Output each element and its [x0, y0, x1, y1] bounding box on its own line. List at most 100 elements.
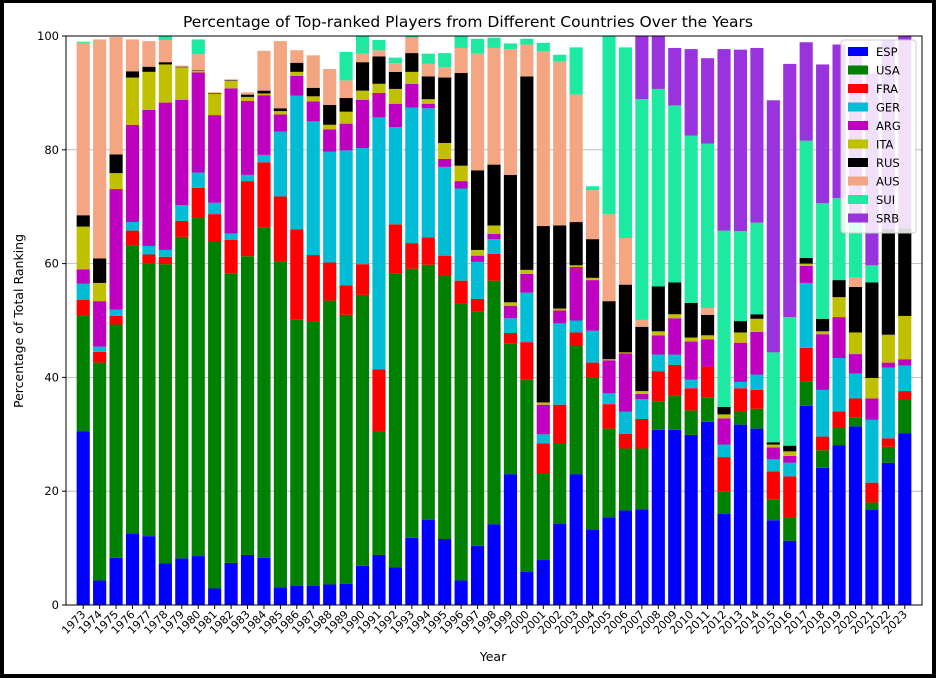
- bar-segment-usa: [438, 275, 452, 539]
- chart-title: Percentage of Top-ranked Players from Di…: [183, 13, 753, 31]
- bar-segment-sui: [339, 51, 353, 81]
- bar-segment-aus: [553, 61, 567, 226]
- legend-label-ger: GER: [876, 101, 900, 115]
- bar-segment-sui: [470, 38, 485, 54]
- x-axis-label: Year: [479, 649, 507, 664]
- bar-segment-fra: [865, 482, 879, 503]
- bar-segment-fra: [323, 262, 337, 301]
- bar-segment-rus: [257, 90, 271, 94]
- bar-segment-esp: [224, 562, 238, 605]
- bar-segment-esp: [405, 537, 419, 605]
- bar-segment-aus: [569, 94, 583, 223]
- bar-segment-esp: [832, 445, 846, 605]
- bar-segment-arg: [306, 101, 320, 122]
- bar-segment-ita: [553, 308, 567, 311]
- bar-segment-aus: [191, 54, 205, 71]
- bars: [76, 36, 912, 605]
- bar-segment-esp: [355, 565, 370, 605]
- bar-segment-sui: [355, 36, 370, 54]
- bar-segment-fra: [668, 364, 682, 396]
- bar-segment-sui: [487, 37, 501, 48]
- bar-segment-esp: [125, 533, 140, 605]
- bar-segment-usa: [503, 343, 518, 475]
- bar-segment-sui: [569, 47, 583, 95]
- legend-swatch-arg: [848, 121, 868, 130]
- bar-segment-fra: [257, 162, 271, 228]
- bar-segment-ita: [848, 332, 863, 355]
- bar-segment-sui: [520, 38, 534, 45]
- bar-segment-ita: [816, 331, 830, 335]
- bar-segment-aus: [701, 307, 715, 315]
- bar-segment-aus: [306, 55, 320, 88]
- bar-segment-aus: [224, 79, 238, 81]
- bar-segment-usa: [109, 324, 123, 558]
- bar-segment-ger: [454, 188, 468, 281]
- bar-segment-arg: [865, 398, 879, 420]
- bar-segment-srb: [783, 63, 797, 318]
- bar-segment-esp: [372, 554, 386, 605]
- bar-segment-aus: [208, 92, 222, 94]
- bar-segment-esp: [733, 424, 748, 605]
- bar-segment-usa: [750, 408, 764, 429]
- bar-segment-ger: [421, 108, 435, 238]
- bar-segment-usa: [717, 491, 731, 514]
- bar-segment-ger: [848, 373, 863, 399]
- bar-segment-ger: [783, 462, 797, 477]
- bar-segment-fra: [421, 237, 435, 265]
- bar-segment-arg: [257, 95, 271, 155]
- bar-segment-fra: [405, 243, 419, 269]
- bar-segment-ita: [125, 77, 140, 125]
- bar-segment-srb: [635, 36, 649, 100]
- bar-segment-arg: [405, 83, 419, 108]
- bar-segment-ita: [536, 402, 550, 405]
- bar-segment-sui: [421, 53, 435, 64]
- bar-segment-usa: [586, 377, 600, 530]
- bar-segment-esp: [240, 554, 255, 605]
- bar-segment-fra: [388, 224, 402, 274]
- bar-segment-esp: [602, 517, 616, 605]
- bar-segment-ita: [438, 142, 452, 159]
- bar-segment-aus: [618, 237, 633, 285]
- x-axis: 1973197419751976197719781979198019811982…: [59, 605, 910, 637]
- bar-segment-ger: [618, 411, 633, 434]
- bar-segment-esp: [290, 585, 304, 605]
- bar-segment-arg: [323, 129, 337, 152]
- bar-segment-srb: [750, 47, 764, 223]
- bar-segment-ger: [240, 174, 255, 182]
- legend-label-arg: ARG: [876, 119, 901, 133]
- bar-segment-rus: [158, 62, 172, 65]
- bar-segment-sui: [388, 57, 402, 64]
- bar-segment-usa: [191, 218, 205, 557]
- bar-segment-ita: [487, 225, 501, 235]
- bar-segment-arg: [355, 99, 370, 149]
- bar-segment-usa: [355, 294, 370, 566]
- bar-segment-rus: [635, 326, 649, 392]
- bar-segment-sui: [454, 36, 468, 48]
- bar-segment-ger: [881, 367, 895, 439]
- bar-segment-ita: [323, 124, 337, 130]
- bar-segment-ita: [750, 318, 764, 332]
- bar-segment-fra: [142, 254, 156, 264]
- bar-segment-ita: [684, 337, 698, 342]
- bar-segment-ita: [290, 71, 304, 76]
- bar-segment-ita: [701, 335, 715, 340]
- bar-segment-aus: [586, 190, 600, 240]
- bar-segment-ita: [158, 64, 172, 103]
- bar-segment-srb: [799, 42, 813, 141]
- bar-segment-fra: [816, 436, 830, 451]
- bar-segment-aus: [339, 80, 353, 99]
- bar-segment-usa: [553, 443, 567, 524]
- bar-segment-fra: [848, 398, 863, 418]
- bar-segment-aus: [240, 92, 255, 95]
- bar-segment-aus: [323, 69, 337, 105]
- bar-segment-arg: [191, 72, 205, 173]
- bar-segment-rus: [865, 282, 879, 378]
- bar-segment-usa: [635, 448, 649, 510]
- bar-segment-aus: [635, 319, 649, 327]
- bar-segment-usa: [125, 245, 140, 534]
- bar-segment-esp: [175, 558, 189, 605]
- bar-segment-usa: [832, 428, 846, 446]
- bar-segment-esp: [668, 429, 682, 605]
- bar-segment-ita: [191, 70, 205, 73]
- bar-segment-ita: [339, 111, 353, 124]
